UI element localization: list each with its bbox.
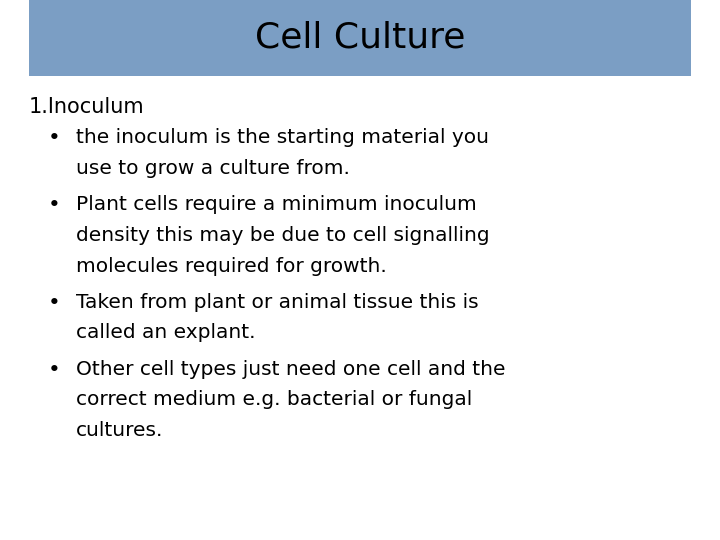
Text: called an explant.: called an explant. (76, 323, 255, 342)
Text: •: • (48, 195, 60, 215)
Text: density this may be due to cell signalling: density this may be due to cell signalli… (76, 226, 489, 245)
Text: Plant cells require a minimum inoculum: Plant cells require a minimum inoculum (76, 195, 477, 214)
Text: •: • (48, 360, 60, 380)
Text: Cell Culture: Cell Culture (255, 21, 465, 55)
Text: •: • (48, 293, 60, 313)
Text: molecules required for growth.: molecules required for growth. (76, 256, 387, 275)
Text: correct medium e.g. bacterial or fungal: correct medium e.g. bacterial or fungal (76, 390, 472, 409)
Text: the inoculum is the starting material you: the inoculum is the starting material yo… (76, 128, 489, 147)
Text: •: • (48, 128, 60, 148)
Text: cultures.: cultures. (76, 421, 163, 440)
Text: use to grow a culture from.: use to grow a culture from. (76, 159, 349, 178)
Text: 1.Inoculum: 1.Inoculum (29, 97, 145, 117)
FancyBboxPatch shape (29, 0, 691, 76)
Text: Other cell types just need one cell and the: Other cell types just need one cell and … (76, 360, 505, 379)
Text: Taken from plant or animal tissue this is: Taken from plant or animal tissue this i… (76, 293, 478, 312)
